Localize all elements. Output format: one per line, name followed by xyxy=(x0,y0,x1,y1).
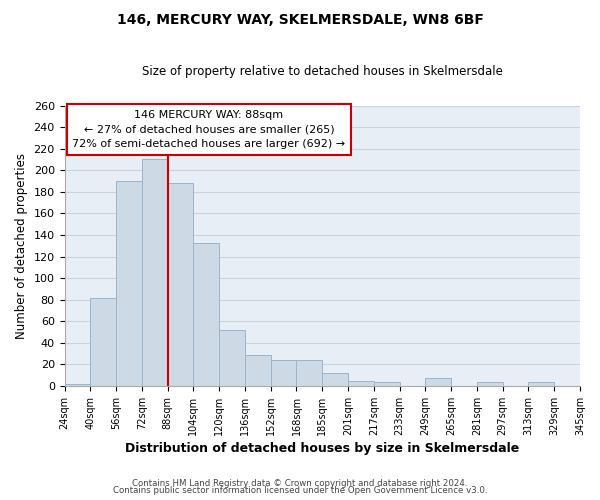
Bar xyxy=(245,354,271,386)
Bar xyxy=(219,330,245,386)
Bar xyxy=(348,380,374,386)
Title: Size of property relative to detached houses in Skelmersdale: Size of property relative to detached ho… xyxy=(142,65,503,78)
Bar xyxy=(322,373,348,386)
Bar xyxy=(167,183,193,386)
Text: Contains public sector information licensed under the Open Government Licence v3: Contains public sector information licen… xyxy=(113,486,487,495)
Bar xyxy=(374,382,400,386)
Text: 146 MERCURY WAY: 88sqm
← 27% of detached houses are smaller (265)
72% of semi-de: 146 MERCURY WAY: 88sqm ← 27% of detached… xyxy=(72,110,346,150)
Bar xyxy=(65,384,91,386)
Bar xyxy=(142,160,167,386)
Text: Contains HM Land Registry data © Crown copyright and database right 2024.: Contains HM Land Registry data © Crown c… xyxy=(132,478,468,488)
Bar xyxy=(477,382,503,386)
Bar xyxy=(91,298,116,386)
Bar xyxy=(116,181,142,386)
Bar xyxy=(425,378,451,386)
Bar xyxy=(296,360,322,386)
Bar xyxy=(193,242,219,386)
Bar xyxy=(529,382,554,386)
Text: 146, MERCURY WAY, SKELMERSDALE, WN8 6BF: 146, MERCURY WAY, SKELMERSDALE, WN8 6BF xyxy=(116,12,484,26)
Y-axis label: Number of detached properties: Number of detached properties xyxy=(15,153,28,339)
Bar xyxy=(271,360,296,386)
X-axis label: Distribution of detached houses by size in Skelmersdale: Distribution of detached houses by size … xyxy=(125,442,520,455)
